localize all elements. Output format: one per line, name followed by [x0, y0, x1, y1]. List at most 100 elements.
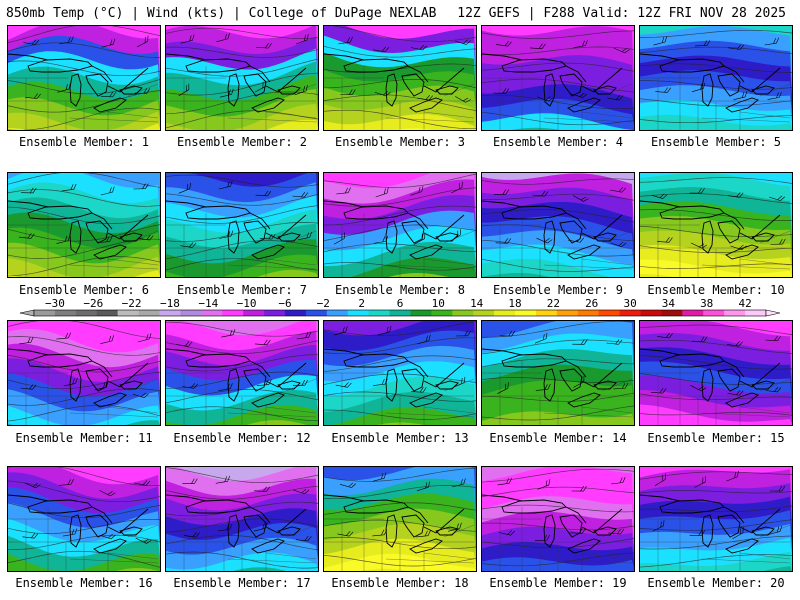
colorbar-tick-label: 34	[662, 297, 676, 310]
wind-barb	[613, 382, 629, 390]
wind-barb	[651, 193, 668, 199]
height-contour	[8, 42, 160, 58]
colorbar-swatch	[326, 310, 349, 316]
temperature-band	[8, 420, 160, 425]
state-boundary	[385, 412, 475, 418]
height-contour	[640, 324, 792, 335]
ensemble-panel	[639, 320, 793, 426]
colorbar-tick-label: 30	[623, 297, 636, 310]
country-border	[324, 200, 465, 240]
state-boundary	[739, 111, 791, 119]
lake-outline	[185, 499, 251, 514]
lake-outline	[593, 526, 617, 536]
ensemble-panel	[481, 172, 635, 278]
wind-barb	[336, 187, 351, 195]
temperature-band	[266, 119, 318, 130]
temperature-band	[8, 256, 160, 277]
wind-barb	[534, 332, 548, 344]
colorbar-swatch	[577, 310, 599, 316]
lake-outline	[27, 205, 93, 220]
wind-barb	[56, 235, 71, 244]
height-contour	[324, 94, 476, 111]
lake-outline	[93, 97, 127, 113]
wind-barb	[180, 34, 195, 44]
state-boundary	[543, 558, 633, 564]
state-boundary	[265, 111, 317, 119]
state-boundary	[227, 264, 317, 270]
colorbar-swatch	[389, 310, 411, 316]
wind-barb	[455, 330, 471, 337]
wind-barb	[99, 533, 116, 540]
temperature-band	[8, 270, 160, 277]
wind-barb	[100, 186, 115, 196]
wind-barb	[730, 244, 747, 250]
lake-outline	[717, 514, 741, 538]
height-contour	[640, 339, 792, 354]
lake-outline	[185, 205, 251, 220]
lake-outline	[69, 368, 82, 402]
ensemble-panel	[323, 172, 477, 278]
wind-barb	[256, 42, 272, 49]
state-boundary	[581, 406, 633, 414]
country-border	[166, 348, 307, 388]
lake-outline	[435, 85, 459, 95]
wind-barb	[218, 383, 233, 391]
lake-outline	[277, 380, 301, 390]
wind-barb	[727, 390, 744, 396]
ensemble-panel	[323, 466, 477, 572]
wind-barb	[413, 232, 426, 245]
ensemble-panel	[639, 25, 793, 131]
height-contour	[482, 78, 634, 93]
temperature-band	[640, 259, 792, 277]
colorbar-tick-label: −14	[198, 297, 218, 310]
height-contour	[640, 505, 792, 513]
wind-barb	[58, 479, 74, 486]
ensemble-member-label: Ensemble Member: 14	[489, 431, 627, 445]
lake-outline	[185, 58, 251, 73]
state-boundary	[265, 552, 317, 560]
lake-outline	[119, 380, 143, 390]
wind-barb	[372, 529, 388, 537]
ensemble-panel	[481, 320, 635, 426]
wind-barb	[57, 83, 71, 93]
lake-outline	[343, 353, 409, 368]
wind-barb	[20, 384, 37, 390]
height-contour	[482, 486, 634, 497]
lake-outline	[701, 368, 714, 402]
colorbar-swatch	[661, 310, 683, 316]
height-contour	[8, 518, 160, 534]
country-border	[8, 494, 149, 534]
lake-outline	[243, 220, 267, 244]
colorbar-swatch	[264, 310, 286, 316]
state-boundary	[69, 117, 159, 123]
wind-barb	[411, 387, 427, 393]
temperature-band	[233, 567, 287, 571]
wind-barb	[183, 532, 200, 538]
lake-outline	[409, 538, 443, 554]
height-contour	[8, 502, 160, 519]
temperature-map	[8, 26, 160, 130]
wind-barb	[499, 330, 516, 337]
height-contour	[324, 519, 476, 532]
lake-outline	[435, 380, 459, 390]
colorbar-swatch	[54, 310, 77, 316]
height-contour	[166, 222, 318, 242]
colorbar-swatch	[75, 310, 98, 316]
wind-barb	[448, 522, 462, 532]
lake-outline	[751, 85, 775, 95]
colorbar-arrow-left	[19, 309, 35, 317]
lake-outline	[593, 380, 617, 390]
lake-outline	[85, 220, 109, 244]
height-contour	[8, 336, 160, 356]
wind-barb	[416, 530, 431, 538]
height-contour	[324, 79, 476, 89]
wind-barb	[254, 486, 270, 492]
lake-outline	[251, 392, 285, 408]
ensemble-panel	[323, 25, 477, 131]
height-contour	[324, 502, 476, 515]
country-border	[640, 348, 781, 388]
country-border	[166, 200, 307, 240]
wind-barb	[497, 477, 512, 486]
wind-barb	[650, 388, 667, 394]
state-boundary	[69, 264, 159, 270]
